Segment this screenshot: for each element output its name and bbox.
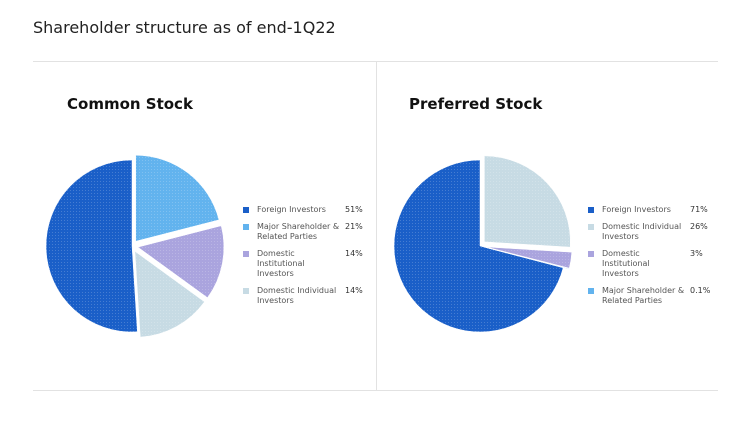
legend-label: Foreign Investors — [257, 205, 326, 214]
legend-entry: Domestic Institutional Investors 3% — [588, 249, 723, 279]
legend-label: Domestic Individual Investors — [602, 222, 682, 241]
slice-texture — [484, 155, 571, 248]
slice-texture — [393, 160, 564, 332]
legend-swatch — [243, 288, 249, 294]
legend-swatch — [243, 207, 249, 213]
legend-entry: Domestic Individual Investors 14% — [243, 286, 378, 306]
legend-label: Domestic Institutional Investors — [257, 249, 305, 278]
legend-swatch — [243, 251, 249, 257]
legend-swatch — [588, 207, 594, 213]
legend-entry: Major Shareholder & Related Parties 0.1% — [588, 286, 723, 306]
legend-label: Domestic Institutional Investors — [602, 249, 650, 278]
value-label: 21% — [345, 222, 363, 231]
legend-entry: Domestic Individual Investors 26% — [588, 222, 723, 242]
slice-texture — [45, 160, 138, 332]
legend-swatch — [588, 251, 594, 257]
legend: Foreign Investors 51% Major Shareholder & … — [243, 205, 378, 313]
chart-title: Preferred Stock — [409, 95, 543, 113]
value-label: 51% — [345, 205, 363, 214]
chart-title: Common Stock — [67, 95, 193, 113]
value-label: 0.1% — [690, 286, 711, 295]
value-label: 14% — [345, 286, 363, 295]
page-title: Shareholder structure as of end-1Q22 — [33, 18, 336, 37]
value-label: 71% — [690, 205, 708, 214]
divider — [376, 62, 377, 390]
legend-entry: Foreign Investors 71% — [588, 205, 723, 215]
legend-entry: Foreign Investors 51% — [243, 205, 378, 215]
legend-label: Foreign Investors — [602, 205, 671, 214]
legend: Foreign Investors 71% Domestic Individual … — [588, 205, 723, 313]
legend-entry: Major Shareholder & Related Parties 21% — [243, 222, 378, 242]
legend-entry: Domestic Institutional Investors 14% — [243, 249, 378, 279]
divider — [33, 61, 718, 62]
legend-label: Major Shareholder & Related Parties — [602, 286, 685, 305]
legend-swatch — [588, 224, 594, 230]
divider — [33, 390, 718, 391]
slice-texture — [134, 251, 205, 338]
legend-swatch — [588, 288, 594, 294]
legend-swatch — [243, 224, 249, 230]
slice-texture — [485, 247, 570, 270]
legend-label: Domestic Individual Investors — [257, 286, 337, 305]
slice-texture — [135, 155, 219, 242]
value-label: 14% — [345, 249, 363, 258]
value-label: 26% — [690, 222, 708, 231]
slice-texture — [485, 246, 572, 269]
legend-label: Major Shareholder & Related Parties — [257, 222, 340, 241]
slice-texture — [137, 225, 224, 298]
value-label: 3% — [690, 249, 703, 258]
